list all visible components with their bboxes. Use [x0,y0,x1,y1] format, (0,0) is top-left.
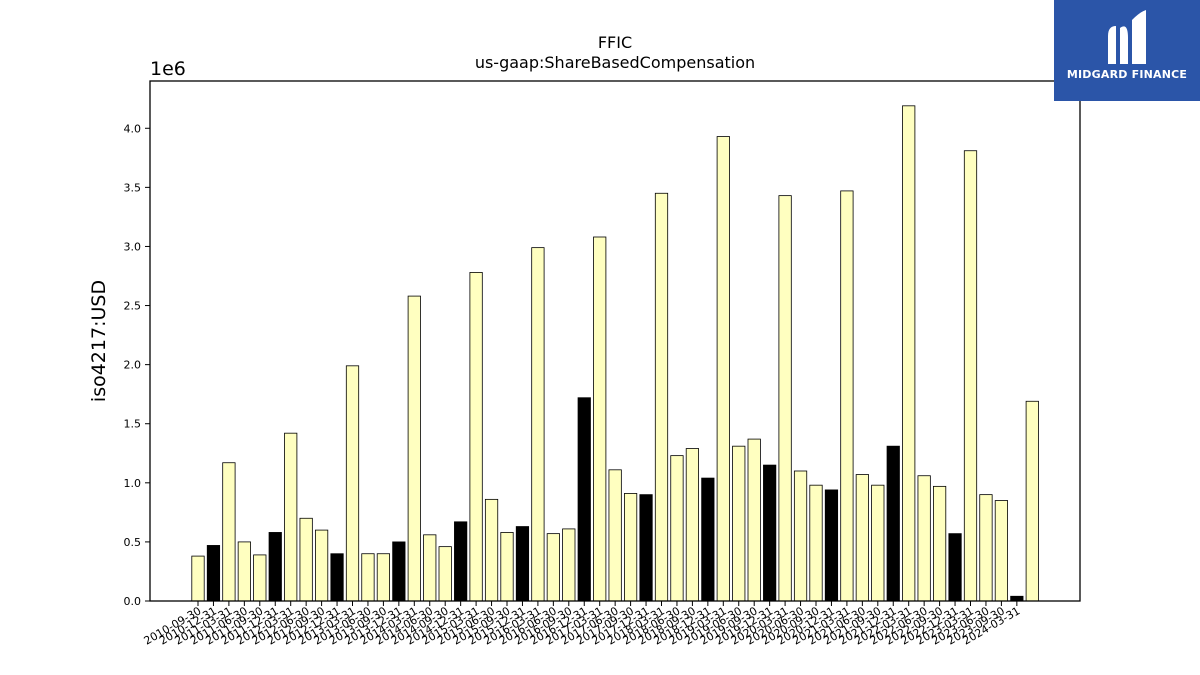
bar [840,190,854,602]
bar [469,272,483,602]
bars-group [191,105,1039,602]
bar [855,474,869,602]
y-tick-label: 0.5 [124,536,142,549]
bar [299,517,313,602]
bar [701,477,715,602]
y-tick-label: 3.5 [124,181,142,194]
y-offset-label: 1e6 [150,58,186,80]
bar [624,493,638,602]
midgard-m-logo-icon [1108,10,1146,64]
bar [979,494,993,602]
chart-title: FFIC [598,33,632,52]
bar [685,448,700,602]
midgard-finance-logo: MIDGARD FINANCE [1054,0,1200,101]
bar [484,498,499,602]
bar [253,554,267,602]
y-tick-label: 3.0 [124,240,142,253]
y-axis-label: iso4217:USD [88,280,110,402]
bar [963,150,978,602]
bar [886,445,900,602]
bar [562,528,576,602]
y-tick-label: 2.0 [124,359,142,372]
bar [284,432,298,602]
bar [1025,400,1039,602]
bar [531,247,545,602]
bar [747,438,761,602]
bar [345,365,360,602]
bar [917,475,931,602]
logo-text: MIDGARD FINANCE [1066,68,1188,81]
bar [454,521,468,602]
bar [593,236,607,602]
chart-subtitle: us-gaap:ShareBasedCompensation [475,53,755,72]
bar [515,526,530,602]
bar [948,533,962,602]
bar [438,546,452,602]
y-tick-label: 1.0 [124,477,142,490]
bar [994,500,1009,602]
bar [902,105,916,602]
bar [933,485,947,602]
bar [577,397,591,602]
bar [330,553,344,602]
x-axis-ticks: 2010-09-302010-12-312011-03-312011-06-30… [142,601,1022,648]
bar [778,195,792,602]
y-tick-label: 2.5 [124,300,142,313]
y-tick-label: 0.0 [124,595,142,608]
bar [237,541,251,602]
bar [654,192,669,602]
bar [608,469,622,602]
bar [392,541,406,602]
plot-frame [149,80,1081,602]
bar [407,295,421,602]
bar [824,489,839,602]
bar [191,555,205,602]
bar [809,484,823,602]
bar [500,532,514,602]
bar [314,529,329,602]
y-tick-label: 1.5 [124,418,142,431]
bar [423,534,437,602]
y-tick-label: 4.0 [124,122,142,135]
bar [206,545,221,602]
bar [268,532,282,602]
bar [732,445,746,602]
y-axis-ticks: 0.0 0.5 1.0 1.5 2.0 2.5 3.0 3.5 4.0 [124,122,150,608]
bar [222,462,236,602]
bar [763,464,777,602]
bar [361,553,375,602]
bar [546,533,560,602]
bar [670,455,684,602]
bar [639,494,653,602]
bar [793,470,808,602]
bar [1010,595,1024,602]
bar [376,553,391,602]
bar [716,136,730,602]
bar [871,484,885,602]
